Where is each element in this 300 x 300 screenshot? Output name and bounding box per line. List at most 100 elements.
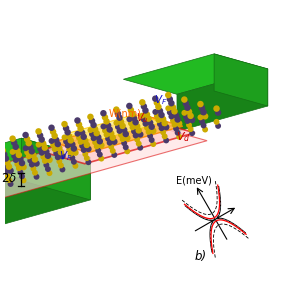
Circle shape [150,128,157,134]
Text: b): b) [195,250,207,263]
Polygon shape [177,69,268,131]
Circle shape [152,109,158,115]
Circle shape [13,157,19,163]
Circle shape [103,118,110,124]
Circle shape [154,113,160,119]
Text: $V_u$: $V_u$ [136,111,149,125]
Circle shape [63,125,69,131]
Polygon shape [0,158,90,227]
Circle shape [165,92,172,98]
Polygon shape [67,115,163,141]
Circle shape [21,177,26,183]
Circle shape [173,126,179,132]
Circle shape [3,169,9,175]
Circle shape [146,129,152,135]
Circle shape [103,132,109,138]
Circle shape [0,143,4,150]
Circle shape [123,144,129,150]
Text: $V_F$: $V_F$ [59,149,73,163]
Circle shape [171,108,178,115]
Circle shape [155,117,161,123]
Circle shape [115,124,121,130]
Circle shape [201,122,206,128]
Circle shape [136,127,142,134]
Circle shape [100,124,106,129]
Circle shape [37,146,43,152]
Circle shape [94,143,100,149]
Text: E(meV): E(meV) [176,175,212,185]
Circle shape [111,152,117,158]
Circle shape [11,153,17,159]
Circle shape [160,129,166,135]
Circle shape [170,118,176,124]
Circle shape [6,177,12,183]
Circle shape [30,152,37,159]
Circle shape [1,151,8,158]
Circle shape [8,181,14,187]
Circle shape [32,170,38,176]
Circle shape [79,129,86,136]
Circle shape [59,153,66,160]
Circle shape [188,112,194,119]
Circle shape [42,144,48,151]
Circle shape [50,129,56,135]
Circle shape [102,128,108,134]
Circle shape [167,110,173,115]
Circle shape [48,124,55,131]
Circle shape [167,96,173,102]
Circle shape [158,112,165,118]
Text: $V_F$: $V_F$ [154,93,167,107]
Circle shape [160,116,166,122]
Circle shape [34,174,40,180]
Circle shape [133,133,139,138]
Circle shape [130,124,135,130]
Circle shape [168,113,174,119]
Circle shape [16,152,22,158]
Circle shape [176,120,182,127]
Circle shape [136,141,142,147]
Circle shape [175,130,181,136]
Circle shape [162,134,168,139]
Circle shape [17,169,23,175]
Circle shape [71,159,77,165]
Circle shape [0,153,3,158]
Circle shape [147,119,153,126]
Circle shape [61,134,68,140]
Circle shape [79,143,85,149]
Circle shape [88,127,93,133]
Circle shape [56,158,62,164]
Text: W(nm): W(nm) [108,109,141,119]
Circle shape [124,148,130,154]
Circle shape [116,115,123,121]
Circle shape [11,140,17,146]
Circle shape [46,170,52,176]
Circle shape [84,142,90,148]
Circle shape [78,139,83,145]
Circle shape [0,171,1,178]
Circle shape [113,120,119,126]
Circle shape [140,112,145,118]
Circle shape [107,140,112,146]
Circle shape [0,161,6,167]
Circle shape [81,147,87,153]
Circle shape [4,159,11,166]
Circle shape [145,116,152,122]
Circle shape [74,131,80,137]
Circle shape [93,130,100,136]
Circle shape [176,134,182,140]
Circle shape [113,106,120,113]
Circle shape [74,117,81,124]
Circle shape [58,163,64,168]
Circle shape [29,162,35,167]
Circle shape [27,158,33,164]
Circle shape [39,150,45,156]
Circle shape [80,134,87,140]
Circle shape [59,167,65,172]
Circle shape [105,136,111,142]
Circle shape [173,112,179,119]
Circle shape [58,149,64,155]
Circle shape [26,140,32,146]
Circle shape [188,126,194,132]
Circle shape [95,148,101,153]
Circle shape [4,173,10,179]
